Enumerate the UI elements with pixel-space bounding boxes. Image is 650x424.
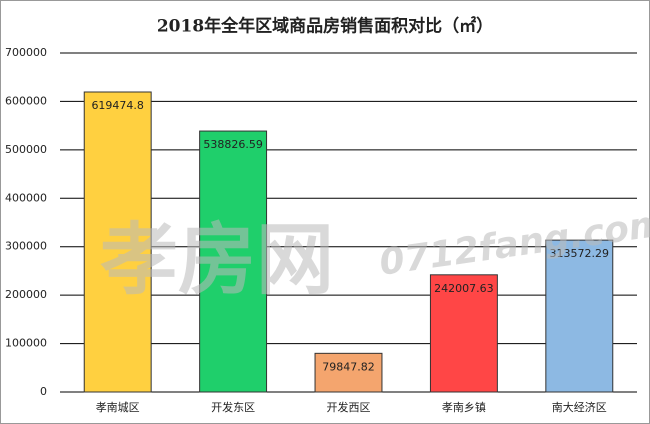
watermark: 孝房网 xyxy=(100,215,334,305)
y-tick-label: 700000 xyxy=(5,46,47,59)
bar xyxy=(83,91,152,393)
x-tick-label: 孝南城区 xyxy=(96,401,140,414)
data-label: 619474.8 xyxy=(91,99,144,112)
x-tick-label: 开发西区 xyxy=(327,400,371,414)
y-tick-label: 500000 xyxy=(5,143,47,156)
y-tick-label: 0 xyxy=(40,385,47,398)
x-tick-label: 开发东区 xyxy=(211,400,255,414)
bar xyxy=(314,352,383,393)
data-label: 242007.63 xyxy=(434,282,494,295)
x-tick-label: 孝南乡镇 xyxy=(442,400,486,414)
chart-title: 2018年全年区域商品房销售面积对比（㎡） xyxy=(157,16,493,37)
data-label: 313572.29 xyxy=(550,247,610,260)
bar xyxy=(429,274,498,393)
y-tick-label: 200000 xyxy=(5,288,47,301)
bar xyxy=(199,130,268,393)
data-label: 538826.59 xyxy=(203,138,263,151)
y-tick-label: 400000 xyxy=(5,191,47,204)
y-tick-label: 100000 xyxy=(5,337,47,350)
y-tick-label: 600000 xyxy=(5,94,47,107)
x-tick-label: 南大经济区 xyxy=(552,400,607,414)
y-tick-label: 300000 xyxy=(5,240,47,253)
bar xyxy=(545,239,614,393)
data-label: 79847.82 xyxy=(322,360,375,373)
